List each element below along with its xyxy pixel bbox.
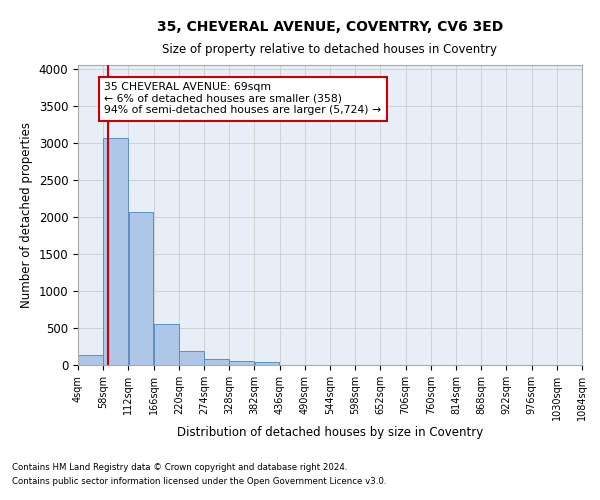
Text: Contains HM Land Registry data © Crown copyright and database right 2024.: Contains HM Land Registry data © Crown c… (12, 464, 347, 472)
Bar (204, 359, 229, 365)
Text: 35, CHEVERAL AVENUE, COVENTRY, CV6 3ED: 35, CHEVERAL AVENUE, COVENTRY, CV6 3ED (157, 20, 503, 34)
Bar (254, 362, 280, 365)
Y-axis label: Number of detached properties: Number of detached properties (20, 122, 33, 308)
Bar (179, 350, 204, 365)
X-axis label: Distribution of detached houses by size in Coventry: Distribution of detached houses by size … (177, 426, 483, 438)
Bar (154, 324, 179, 365)
Bar (103, 138, 128, 365)
Bar (229, 361, 254, 365)
Bar (78, 354, 103, 365)
Bar (128, 212, 154, 365)
Text: 35 CHEVERAL AVENUE: 69sqm
← 6% of detached houses are smaller (358)
94% of semi-: 35 CHEVERAL AVENUE: 69sqm ← 6% of detach… (104, 82, 381, 115)
Text: Size of property relative to detached houses in Coventry: Size of property relative to detached ho… (163, 42, 497, 56)
Text: Contains public sector information licensed under the Open Government Licence v3: Contains public sector information licen… (12, 477, 386, 486)
